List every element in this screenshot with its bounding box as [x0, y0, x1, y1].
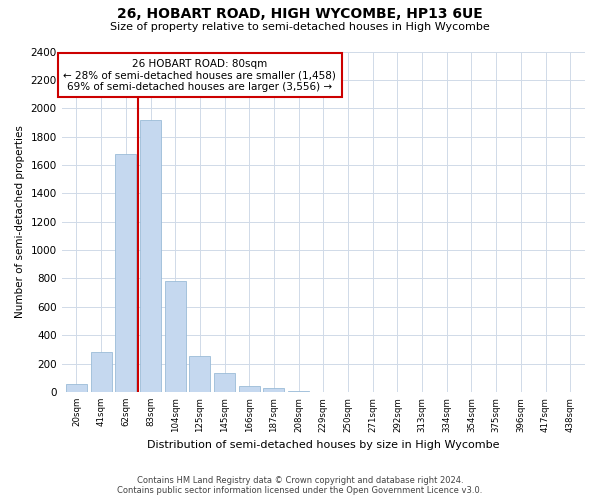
Text: Size of property relative to semi-detached houses in High Wycombe: Size of property relative to semi-detach… [110, 22, 490, 32]
Bar [115, 154, 136, 392]
Text: Contains HM Land Registry data © Crown copyright and database right 2024.
Contai: Contains HM Land Registry data © Crown c… [118, 476, 482, 495]
Bar [91, 352, 112, 392]
Text: 26 HOBART ROAD: 80sqm
← 28% of semi-detached houses are smaller (1,458)
69% of s: 26 HOBART ROAD: 80sqm ← 28% of semi-deta… [64, 58, 337, 92]
Bar [239, 386, 260, 392]
Bar [165, 282, 186, 392]
Bar [66, 384, 87, 392]
Bar [140, 120, 161, 392]
Bar [190, 356, 211, 392]
Text: 26, HOBART ROAD, HIGH WYCOMBE, HP13 6UE: 26, HOBART ROAD, HIGH WYCOMBE, HP13 6UE [117, 8, 483, 22]
X-axis label: Distribution of semi-detached houses by size in High Wycombe: Distribution of semi-detached houses by … [147, 440, 500, 450]
Bar [263, 388, 284, 392]
Y-axis label: Number of semi-detached properties: Number of semi-detached properties [15, 126, 25, 318]
Bar [288, 391, 309, 392]
Bar [214, 374, 235, 392]
